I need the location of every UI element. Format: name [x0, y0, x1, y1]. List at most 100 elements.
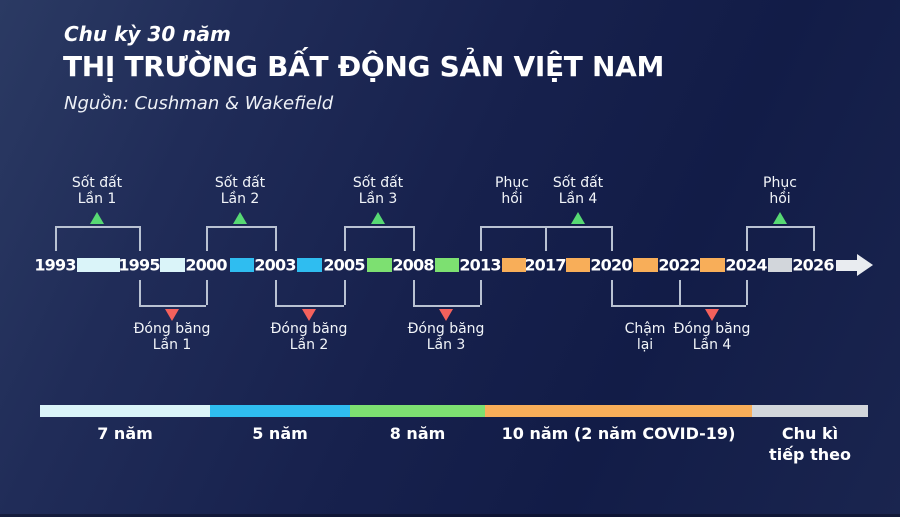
- phase-label-line: Đóng băng: [407, 321, 485, 337]
- timeline-segment-5: [367, 258, 392, 272]
- phase-label-line: Lần 4: [692, 337, 732, 353]
- timeline-segment-3: [230, 258, 254, 272]
- legend-segment-1: [40, 405, 210, 417]
- phase-label: Sốt đất Lần 2: [215, 175, 265, 207]
- timeline-segment-10: [700, 258, 725, 272]
- up-triangle-icon: [773, 212, 787, 224]
- phase-label-line: Lần 2: [220, 191, 260, 207]
- bracket-line: [55, 226, 139, 228]
- bracket-line: [139, 280, 141, 305]
- bracket-line: [344, 226, 413, 228]
- phase-label-line: Chậm: [624, 321, 666, 337]
- timeline-segment-7: [502, 258, 526, 272]
- phase-label-line: Lần 3: [358, 191, 398, 207]
- down-triangle-icon: [302, 309, 316, 321]
- bracket-line: [413, 305, 480, 307]
- timeline-year-2020: 2020: [590, 255, 632, 275]
- phase-label-line: Lần 3: [426, 337, 466, 353]
- bracket-line: [746, 226, 748, 251]
- phase-label: Đóng băng Lần 4: [674, 321, 751, 353]
- phase-label-line: Lần 1: [77, 191, 117, 207]
- up-triangle-icon: [371, 212, 385, 224]
- timeline-year-2003: 2003: [254, 255, 296, 275]
- bracket-line: [746, 280, 748, 305]
- down-triangle-icon: [165, 309, 179, 321]
- phase-label-line: Sốt đất: [552, 175, 604, 191]
- bracket-line: [746, 226, 813, 228]
- legend-segment-3: [350, 405, 485, 417]
- legend-label-line: 10 năm (2 năm COVID-19): [501, 424, 736, 443]
- bracket-line: [139, 305, 206, 307]
- legend-label-line: 5 năm: [252, 424, 308, 443]
- bottom-edge-shadow: [0, 514, 900, 517]
- bracket-line: [813, 226, 815, 251]
- up-triangle-icon: [233, 212, 247, 224]
- timeline-segment-4: [297, 258, 322, 272]
- phase-label-line: Phục: [763, 175, 797, 191]
- bracket-line: [206, 226, 275, 228]
- legend-label: 10 năm (2 năm COVID-19): [502, 423, 736, 444]
- timeline-year-1995: 1995: [118, 255, 160, 275]
- legend-label: 5 năm: [252, 423, 308, 444]
- legend-label-line: 8 năm: [389, 424, 446, 443]
- phase-label: Sốt đất Lần 3: [353, 175, 403, 207]
- legend-label-line: 7 năm: [97, 424, 153, 443]
- timeline-year-2000: 2000: [185, 255, 227, 275]
- timeline-segment-1: [77, 258, 120, 272]
- phase-label: Sốt đất Lần 1: [72, 175, 122, 207]
- phase-label-line: Sốt đất: [71, 175, 123, 191]
- timeline-year-1993: 1993: [34, 255, 76, 275]
- bracket-line: [275, 305, 344, 307]
- legend-label: Chu kì tiếp theo: [769, 423, 851, 465]
- timeline-year-2024: 2024: [725, 255, 767, 275]
- legend-label-line: tiếp theo: [769, 445, 851, 464]
- legend-segment-4: [485, 405, 752, 417]
- source-credit: Nguồn: Cushman & Wakefield: [64, 93, 334, 114]
- phase-label-line: Đóng băng: [133, 321, 211, 337]
- phase-label-line: Sốt đất: [214, 175, 266, 191]
- phase-label-line: hồi: [769, 191, 791, 207]
- page-title: THỊ TRƯỜNG BẤT ĐỘNG SẢN VIỆT NAM: [63, 50, 665, 83]
- down-triangle-icon: [705, 309, 719, 321]
- timeline-segment-9: [633, 258, 658, 272]
- timeline-year-2013: 2013: [459, 255, 501, 275]
- cycle-subtitle: Chu kỳ 30 năm: [64, 22, 231, 46]
- bracket-line: [206, 226, 208, 251]
- phase-label: Đóng băng Lần 1: [134, 321, 211, 353]
- phase-label: Đóng băng Lần 3: [408, 321, 485, 353]
- bracket-line: [55, 226, 57, 251]
- phase-label: Sốt đất Lần 4: [553, 175, 603, 207]
- legend-label: 8 năm: [390, 423, 446, 444]
- timeline-year-2017: 2017: [524, 255, 566, 275]
- bracket-line: [480, 226, 482, 251]
- timeline-segment-8: [566, 258, 590, 272]
- timeline-segment-2: [160, 258, 185, 272]
- bracket-line: [275, 280, 277, 305]
- timeline-year-2026: 2026: [792, 255, 834, 275]
- legend-segment-5: [752, 405, 868, 417]
- phase-label-line: Lần 2: [289, 337, 329, 353]
- bracket-line: [413, 226, 415, 251]
- bracket-line: [611, 226, 613, 251]
- phase-label-line: Lần 1: [152, 337, 192, 353]
- phase-label-line: lại: [636, 337, 654, 353]
- phase-label-line: Đóng băng: [673, 321, 751, 337]
- bracket-line: [611, 280, 613, 305]
- phase-label: Đóng băng Lần 2: [271, 321, 348, 353]
- phase-label: Chậm lại: [625, 321, 666, 353]
- bracket-line: [344, 280, 346, 305]
- bracket-line: [480, 280, 482, 305]
- legend-label-line: Chu kì: [781, 424, 839, 443]
- phase-label-line: Phục: [495, 175, 529, 191]
- down-triangle-icon: [439, 309, 453, 321]
- bracket-line: [275, 226, 277, 251]
- phase-label: Phục hồi: [763, 175, 797, 207]
- phase-label-line: hồi: [501, 191, 523, 207]
- bracket-line: [679, 280, 681, 305]
- phase-label-line: Đóng băng: [270, 321, 348, 337]
- bracket-line: [139, 226, 141, 251]
- legend-label: 7 năm: [97, 423, 153, 444]
- bracket-line: [206, 280, 208, 305]
- up-triangle-icon: [571, 212, 585, 224]
